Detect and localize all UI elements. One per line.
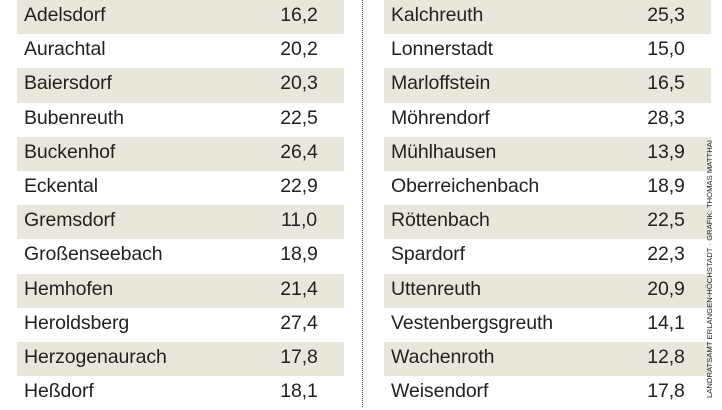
- municipality-value: 21,4: [280, 277, 318, 300]
- credit-text: LANDRATSAMT ERLANGEN-HÖCHSTADT · GRAFIK:…: [705, 139, 714, 398]
- municipality-value: 16,5: [647, 72, 685, 95]
- municipality-name: Vestenbergsgreuth: [391, 311, 554, 334]
- municipality-value: 12,8: [647, 345, 685, 368]
- table-row: Röttenbach 22,5: [384, 205, 711, 240]
- municipality-name: Wachenroth: [391, 345, 495, 368]
- municipality-name: Eckental: [24, 174, 98, 197]
- municipality-value: 13,9: [647, 140, 685, 163]
- municipality-name: Bubenreuth: [24, 106, 124, 129]
- municipality-name: Hemhofen: [24, 277, 114, 300]
- table-row: Herzogenaurach 17,8: [17, 341, 344, 377]
- table-row: Mühlhausen 13,9: [384, 136, 711, 171]
- table-row: Weisendorf 17,8: [384, 376, 711, 410]
- municipality-value: 26,4: [280, 140, 318, 163]
- table-row: Gremsdorf 11,0: [17, 205, 344, 240]
- municipality-value: 11,0: [280, 209, 318, 232]
- table-row: Vestenbergsgreuth 14,1: [384, 308, 711, 342]
- municipality-name: Aurachtal: [24, 38, 106, 61]
- table-row: Uttenreuth 20,9: [384, 273, 711, 308]
- table-row: Spardorf 22,3: [384, 239, 711, 273]
- table-row: Hemhofen 21,4: [17, 273, 344, 308]
- table-row: Heroldsberg 27,4: [17, 308, 344, 342]
- municipality-value: 18,1: [280, 380, 318, 403]
- table-row: Wachenroth 12,8: [384, 341, 711, 377]
- table-row: Baiersdorf 20,3: [17, 68, 344, 103]
- municipality-value: 20,2: [280, 38, 318, 61]
- table-left-column: Adelsdorf 16,2 Aurachtal 20,2 Baiersdorf 20,3…: [17, 0, 344, 410]
- municipality-name: Kalchreuth: [391, 4, 484, 26]
- municipality-name: Baiersdorf: [24, 72, 112, 95]
- municipality-value: 16,2: [280, 4, 318, 26]
- table-row: Eckental 22,9: [17, 171, 344, 205]
- municipality-name: Mühlhausen: [391, 140, 497, 163]
- municipality-value: 22,5: [280, 106, 318, 129]
- municipality-value: 22,5: [647, 209, 685, 232]
- municipality-value: 20,3: [280, 72, 318, 95]
- municipality-value: 15,0: [647, 38, 685, 61]
- table-right-column: Kalchreuth 25,3 Lonnerstadt 15,0 Marloffstei…: [384, 0, 711, 410]
- municipality-value: 17,8: [647, 380, 685, 403]
- municipality-value: 17,8: [280, 345, 318, 368]
- column-divider: [362, 0, 363, 407]
- municipality-value: 14,1: [647, 311, 685, 334]
- municipality-name: Oberreichenbach: [391, 174, 540, 197]
- municipality-value: 22,9: [280, 174, 318, 197]
- municipality-value: 18,9: [280, 243, 318, 266]
- municipality-value: 22,3: [647, 243, 685, 266]
- municipality-value: 27,4: [280, 311, 318, 334]
- municipality-name: Heßdorf: [24, 380, 94, 403]
- municipality-value: 18,9: [647, 174, 685, 197]
- credit-line: LANDRATSAMT ERLANGEN-HÖCHSTADT · GRAFIK:…: [703, 122, 719, 407]
- municipality-value: 20,9: [647, 277, 685, 300]
- municipality-name: Großenseebach: [24, 243, 163, 266]
- municipality-name: Weisendorf: [391, 380, 489, 403]
- municipality-name: Röttenbach: [391, 209, 490, 232]
- municipality-name: Gremsdorf: [24, 209, 116, 232]
- municipality-name: Lonnerstadt: [391, 38, 493, 61]
- table-row: Bubenreuth 22,5: [17, 103, 344, 137]
- table-row: Oberreichenbach 18,9: [384, 171, 711, 205]
- table-row: Marloffstein 16,5: [384, 68, 711, 103]
- table-row: Kalchreuth 25,3: [384, 0, 711, 35]
- municipality-name: Uttenreuth: [391, 277, 482, 300]
- municipality-name: Möhrendorf: [391, 106, 490, 129]
- table-row: Adelsdorf 16,2: [17, 0, 344, 35]
- table-row: Lonnerstadt 15,0: [384, 34, 711, 68]
- table-row: Möhrendorf 28,3: [384, 103, 711, 137]
- municipality-name: Spardorf: [391, 243, 465, 266]
- municipality-name: Herzogenaurach: [24, 345, 167, 368]
- table-row: Buckenhof 26,4: [17, 136, 344, 171]
- municipality-value: 28,3: [647, 106, 685, 129]
- municipality-name: Heroldsberg: [24, 311, 130, 334]
- table-row: Heßdorf 18,1: [17, 376, 344, 410]
- table-row: Großenseebach 18,9: [17, 239, 344, 273]
- municipality-name: Buckenhof: [24, 140, 116, 163]
- table-row: Aurachtal 20,2: [17, 34, 344, 68]
- municipality-name: Marloffstein: [391, 72, 491, 95]
- municipality-value: 25,3: [647, 4, 685, 26]
- municipality-name: Adelsdorf: [24, 4, 106, 26]
